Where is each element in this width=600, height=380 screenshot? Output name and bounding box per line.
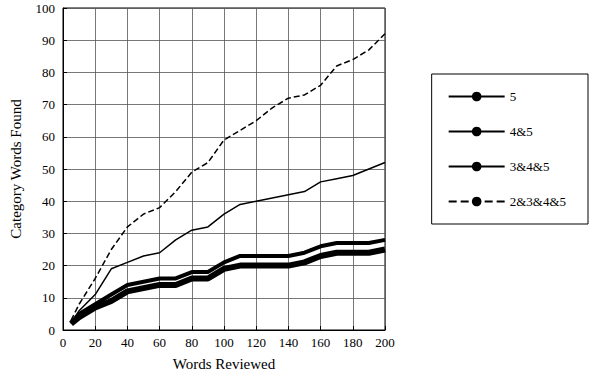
svg-text:90: 90 [42,33,55,48]
svg-text:3&4&5: 3&4&5 [510,159,550,174]
svg-text:120: 120 [246,335,266,350]
svg-text:5: 5 [510,89,517,104]
svg-text:80: 80 [42,65,55,80]
svg-text:100: 100 [214,335,234,350]
svg-text:60: 60 [153,335,166,350]
svg-text:50: 50 [42,162,55,177]
svg-text:180: 180 [343,335,363,350]
svg-text:20: 20 [89,335,102,350]
svg-text:40: 40 [42,194,55,209]
svg-text:4&5: 4&5 [510,124,533,139]
svg-text:140: 140 [279,335,299,350]
svg-text:Words Reviewed: Words Reviewed [173,356,276,372]
svg-text:40: 40 [121,335,134,350]
svg-text:80: 80 [185,335,198,350]
svg-text:2&3&4&5: 2&3&4&5 [510,194,566,209]
svg-text:100: 100 [36,1,56,16]
svg-text:0: 0 [60,335,67,350]
svg-text:0: 0 [49,323,56,338]
svg-text:60: 60 [42,129,55,144]
svg-text:10: 10 [42,290,55,305]
svg-text:30: 30 [42,226,55,241]
svg-text:70: 70 [42,97,55,112]
svg-text:Category Words Found: Category Words Found [8,99,24,239]
svg-text:20: 20 [42,258,55,273]
svg-text:160: 160 [311,335,331,350]
svg-text:200: 200 [375,335,395,350]
